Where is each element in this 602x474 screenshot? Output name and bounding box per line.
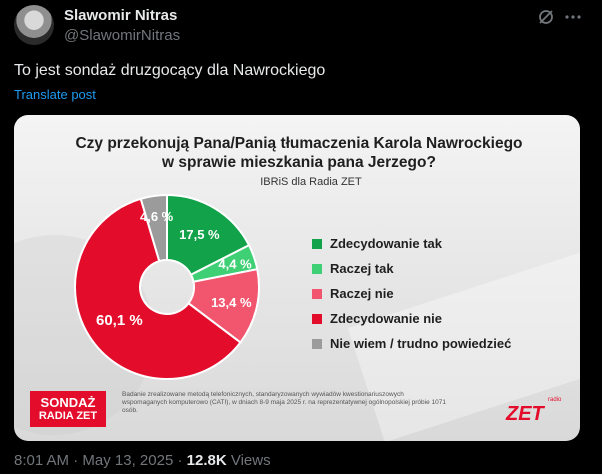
slice-value-label-5: 4,6 %	[140, 209, 174, 224]
legend-label: Raczej nie	[330, 286, 394, 301]
more-dots	[565, 15, 581, 19]
slice-value-label-2: 4,4 %	[218, 256, 252, 271]
legend-item-1: Zdecydowanie tak	[312, 231, 511, 256]
chart-legend: Zdecydowanie tak Raczej tak Raczej nie Zdec…	[312, 231, 511, 356]
post-date[interactable]: May 13, 2025	[82, 452, 174, 469]
pie-slice-5	[139, 193, 168, 263]
avatar[interactable]	[14, 5, 54, 45]
sondaz-radia-zet-badge: SONDAŻ RADIA ZET	[30, 391, 106, 427]
legend-swatch	[312, 263, 322, 274]
grok-icon-shape	[539, 10, 553, 24]
legend-label: Zdecydowanie tak	[330, 236, 442, 251]
views-label: Views	[226, 452, 271, 469]
logo-main-text: ZET	[505, 403, 546, 425]
more-icon[interactable]	[562, 6, 584, 28]
legend-swatch	[312, 288, 322, 299]
logo-small-text: radio	[548, 397, 562, 403]
slice-value-label-3: 13,4 %	[211, 295, 252, 310]
brand-line2: RADIA ZET	[38, 409, 98, 422]
post-image[interactable]: Czy przekonują Pana/Panią tłumaczenia Ka…	[14, 115, 580, 441]
legend-item-5: Nie wiem / trudno powiedzieć	[312, 331, 511, 356]
legend-swatch	[312, 338, 322, 349]
poll-subtitle: IBRiS dla Radia ZET	[260, 176, 362, 188]
legend-swatch	[312, 238, 322, 249]
poll-title: Czy przekonują Pana/Panią tłumaczenia Ka…	[54, 134, 544, 172]
radio-zet-logo: radio ZET	[505, 397, 562, 425]
slice-value-label-1: 17,5 %	[179, 227, 220, 242]
grok-icon[interactable]	[535, 6, 557, 28]
slice-value-label-4: 60,1 %	[96, 312, 143, 329]
views-count[interactable]: 12.8K	[186, 452, 227, 469]
translate-post-link[interactable]: Translate post	[14, 87, 96, 102]
donut-chart: 17,5 % 4,4 % 13,4 % 60,1 % 4,6 %	[74, 193, 260, 380]
methodology-footnote: Badanie zrealizowane metodą telefoniczny…	[122, 391, 446, 414]
legend-item-4: Zdecydowanie nie	[312, 306, 511, 331]
post-meta: 8:01 AM · May 13, 2025 · 12.8K Views	[14, 452, 271, 469]
poll-title-line2: w sprawie mieszkania pana Jerzego?	[162, 154, 436, 171]
post-time[interactable]: 8:01 AM	[14, 452, 70, 469]
pie-slice-4	[74, 197, 242, 380]
author-handle[interactable]: @SlawomirNitras	[64, 27, 181, 44]
legend-item-2: Raczej tak	[312, 256, 511, 281]
legend-label: Zdecydowanie nie	[330, 311, 442, 326]
legend-label: Nie wiem / trudno powiedzieć	[330, 336, 512, 351]
post-text: To jest sondaż druzgocący dla Nawrockieg…	[14, 62, 326, 79]
legend-swatch	[312, 313, 322, 324]
poll-title-line1: Czy przekonują Pana/Panią tłumaczenia Ka…	[75, 135, 523, 152]
meta-separator: ·	[69, 452, 83, 469]
legend-item-3: Raczej nie	[312, 281, 511, 306]
meta-separator: ·	[173, 452, 187, 469]
author-name[interactable]: Slawomir Nitras	[64, 7, 178, 24]
brand-line1: SONDAŻ	[40, 394, 96, 410]
legend-label: Raczej tak	[330, 261, 394, 276]
